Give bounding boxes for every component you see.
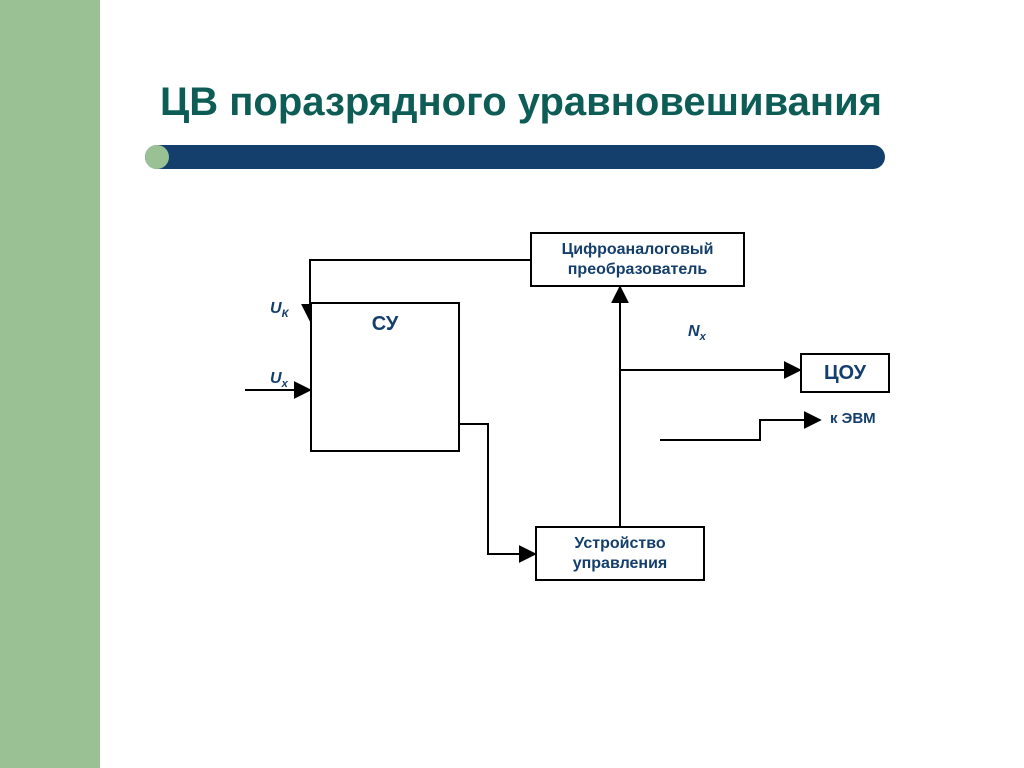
block-dac: Цифроаналоговый преобразователь: [530, 232, 745, 287]
title-underline-bar: [145, 145, 885, 169]
label-Ux: Ux: [270, 370, 288, 390]
label-Uk: UК: [270, 300, 288, 320]
left-sidebar: [0, 0, 100, 768]
block-uu: Устройство управления: [535, 526, 705, 581]
label-kEVM: к ЭВМ: [830, 410, 876, 427]
block-su: СУ: [310, 302, 460, 452]
label-Nx: Nx: [688, 323, 706, 343]
slide-stage: ЦВ поразрядного уравновешивания СУ Цифроа…: [0, 0, 1024, 768]
title-bullet: [145, 145, 169, 169]
slide-title: ЦВ поразрядного уравновешивания: [160, 80, 882, 125]
block-cou: ЦОУ: [800, 353, 890, 393]
